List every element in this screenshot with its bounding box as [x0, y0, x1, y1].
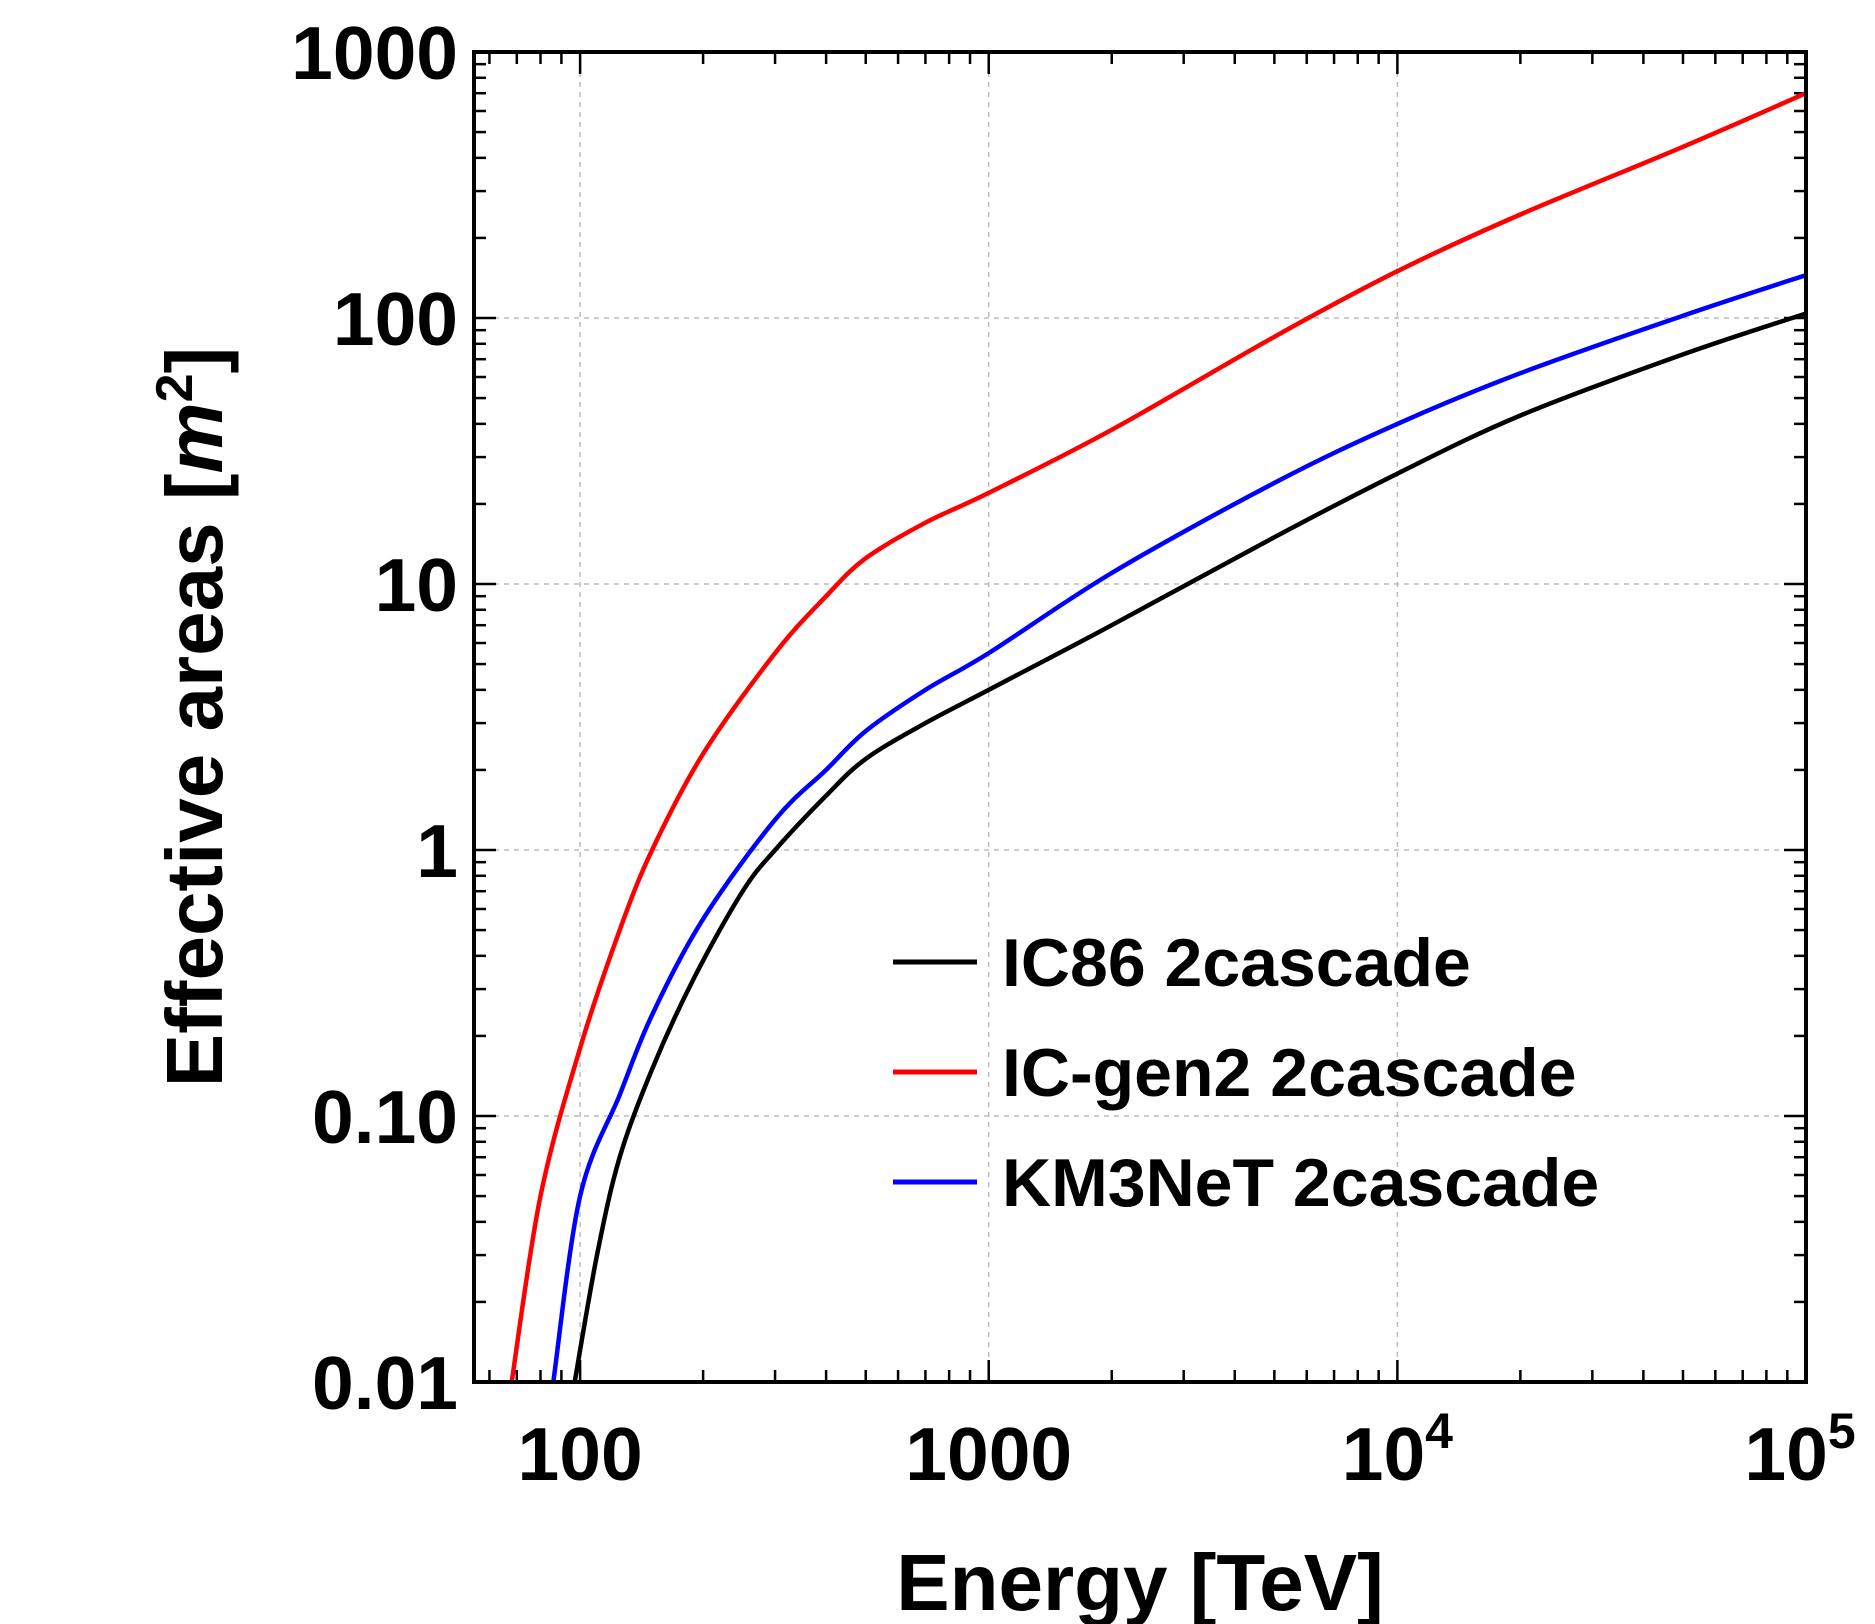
- series-line-ic-gen2: [509, 91, 1807, 1383]
- x-tick-label: 100: [518, 1412, 643, 1496]
- legend-label-km3net: KM3NeT 2cascade: [1002, 1145, 1599, 1221]
- legend-label-ic86: IC86 2cascade: [1002, 925, 1471, 1001]
- series-line-ic86: [572, 311, 1807, 1383]
- y-tick-label: 1: [416, 809, 458, 893]
- series-line-km3net: [551, 272, 1807, 1383]
- y-axis-title: Effective areas [m2]: [146, 347, 239, 1087]
- x-tick-label: 1000: [905, 1412, 1072, 1496]
- y-tick-label: 0.10: [312, 1075, 458, 1159]
- y-axis-title-exponent: 2: [146, 373, 204, 402]
- major-ticks: [474, 50, 1808, 1384]
- y-tick-label: 0.01: [312, 1341, 458, 1425]
- y-axis-title-suffix: ]: [150, 347, 239, 374]
- series-lines: [509, 91, 1807, 1383]
- y-axis-title-unit: m: [150, 402, 239, 473]
- y-tick-label: 10: [375, 543, 458, 627]
- x-tick-label-exponent: 5: [1828, 1403, 1856, 1459]
- y-tick-labels: 0.01 0.10 1 10 100 1000: [291, 11, 458, 1425]
- x-tick-label-exponent: 4: [1425, 1403, 1453, 1459]
- x-tick-label: 105: [1744, 1403, 1855, 1496]
- x-axis-title: Energy [TeV]: [896, 1538, 1384, 1624]
- x-tick-label-base: 100: [518, 1412, 643, 1496]
- y-axis-title-prefix: Effective areas [: [150, 474, 239, 1088]
- legend-label-ic-gen2: IC-gen2 2cascade: [1002, 1035, 1577, 1111]
- x-tick-label-base: 1000: [905, 1412, 1072, 1496]
- y-tick-label: 1000: [291, 11, 458, 95]
- x-tick-label-base: 10: [1342, 1412, 1425, 1496]
- x-tick-labels: 100 1000 104 105: [518, 1403, 1856, 1496]
- plot-frame: [472, 50, 1808, 1384]
- legend: IC86 2cascade IC-gen2 2cascade KM3NeT 2cas…: [893, 925, 1599, 1221]
- y-tick-label: 100: [333, 277, 458, 361]
- x-tick-label: 104: [1342, 1403, 1453, 1496]
- x-tick-label-base: 10: [1744, 1412, 1827, 1496]
